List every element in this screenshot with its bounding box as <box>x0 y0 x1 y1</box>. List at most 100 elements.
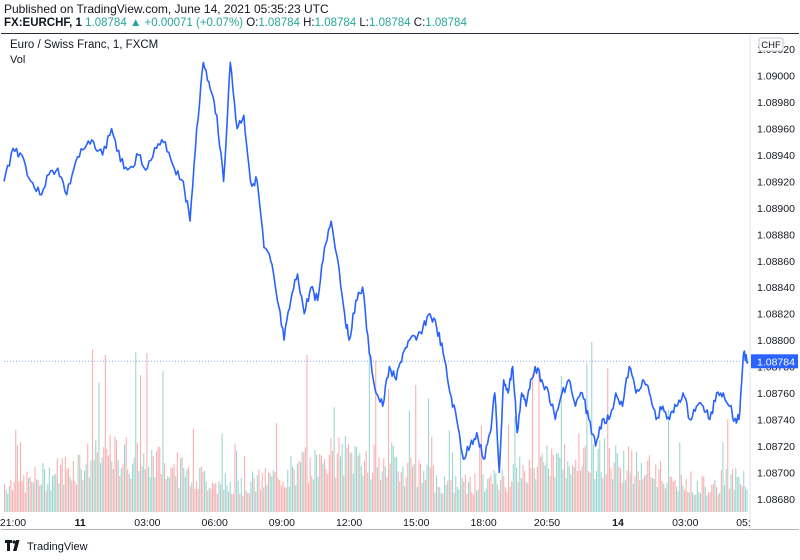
series-title[interactable]: Euro / Swiss Franc, 1, FXCM <box>10 39 159 51</box>
volume-bar <box>602 478 604 512</box>
volume-bar <box>335 477 337 512</box>
volume-bar <box>188 466 190 512</box>
price-tick-label: 1.08760 <box>757 388 795 400</box>
time-axis[interactable]: 21:00 11 03:00 06:00 09:00 12:00 15:00 18:00 20:… <box>0 517 751 529</box>
volume-bar <box>263 487 265 512</box>
volume-bar <box>519 456 521 512</box>
volume-bar <box>80 469 82 512</box>
volume-bar <box>677 491 679 512</box>
volume-bar <box>576 471 578 512</box>
volume-bar <box>436 474 438 512</box>
volume-bar <box>159 446 161 512</box>
volume-bar <box>292 466 294 512</box>
volume-bar <box>629 472 631 512</box>
volume-bar <box>404 486 406 512</box>
volume-bar <box>676 486 678 512</box>
volume-bar <box>525 481 527 512</box>
volume-bar <box>607 368 609 512</box>
volume-bar <box>391 442 393 512</box>
volume-bar <box>581 465 583 512</box>
volume-bar <box>618 466 620 512</box>
price-tick-label: 1.08820 <box>757 309 795 321</box>
volume-bar <box>394 456 396 512</box>
price-tick-label: 1.08880 <box>757 229 795 241</box>
volume-bar <box>125 437 127 512</box>
volume-bar <box>548 468 550 512</box>
volume-bar <box>40 484 42 512</box>
volume-bar <box>296 463 298 512</box>
brand-name: TradingView <box>27 541 88 553</box>
volume-bar <box>504 487 506 512</box>
volume-bar <box>66 468 68 512</box>
volume-bar <box>460 437 462 512</box>
close-label: C: <box>413 17 426 29</box>
volume-bar <box>48 467 50 512</box>
volume-bar <box>644 475 646 512</box>
volume-bar <box>191 482 193 512</box>
volume-bar <box>26 471 28 512</box>
volume-bar <box>402 466 404 512</box>
volume-bar <box>173 463 175 512</box>
price-tick-label: 1.09000 <box>757 71 795 83</box>
volume-bar <box>338 437 340 512</box>
volume-bar <box>85 464 87 512</box>
volume-bar <box>282 481 284 512</box>
time-tick-label: 12:00 <box>336 517 362 529</box>
volume-bar <box>626 470 628 512</box>
volume-legend[interactable]: Vol <box>10 54 26 66</box>
volume-bar <box>360 466 362 512</box>
volume-bar <box>572 465 574 512</box>
volume-bar <box>202 471 204 512</box>
volume-bar <box>549 476 551 512</box>
volume-bar <box>124 444 126 512</box>
symbol-label[interactable]: FX:EURCHF, 1 <box>4 17 82 29</box>
volume-bar <box>271 476 273 512</box>
volume-bar <box>488 477 490 512</box>
currency-label: CHF <box>761 40 781 51</box>
volume-bar <box>18 481 20 512</box>
volume-bar <box>39 485 41 512</box>
volume-bar <box>413 464 415 512</box>
volume-bar <box>496 483 498 512</box>
volume-bar <box>735 468 737 512</box>
volume-bar <box>32 482 34 512</box>
volume-bar <box>165 479 167 512</box>
published-caption: Published on TradingView.com, June 14, 2… <box>4 2 329 16</box>
volume-bar <box>365 451 367 512</box>
volume-bar <box>373 444 375 512</box>
volume-bar <box>642 478 644 512</box>
volume-bar <box>354 446 356 512</box>
volume-bar <box>565 478 567 512</box>
volume-bar <box>544 465 546 512</box>
volume-bar <box>380 480 382 512</box>
volume-bar <box>551 448 553 512</box>
volume-bar <box>346 447 348 512</box>
volume-bar <box>663 483 665 512</box>
time-tick-label: 09:00 <box>269 517 295 529</box>
last-price-badge <box>751 354 798 369</box>
volume-bar <box>168 477 170 512</box>
volume-bar <box>509 486 511 512</box>
volume-bar <box>376 467 378 512</box>
price-tick-label: 1.08940 <box>757 150 795 162</box>
volume-bar <box>420 463 422 512</box>
price-axis[interactable]: 1.08680 1.08700 1.08720 1.08740 1.08760 1.087… <box>749 34 795 530</box>
volume-bar <box>279 480 281 512</box>
volume-bar <box>216 494 218 512</box>
volume-bar <box>728 488 730 512</box>
volume-bar <box>88 477 90 512</box>
volume-bar <box>645 474 647 512</box>
volume-bar <box>319 454 321 512</box>
volume-bar <box>575 459 577 512</box>
volume-bar <box>287 469 289 512</box>
volume-bar <box>341 444 343 512</box>
volume-bar <box>76 484 78 512</box>
volume-bar <box>21 481 23 512</box>
volume-bar <box>612 479 614 512</box>
volume-bar <box>192 428 194 512</box>
volume-bar <box>328 454 330 512</box>
price-tick-label: 1.08920 <box>757 176 795 188</box>
volume-bar <box>348 443 350 512</box>
volume-bar <box>127 469 129 512</box>
